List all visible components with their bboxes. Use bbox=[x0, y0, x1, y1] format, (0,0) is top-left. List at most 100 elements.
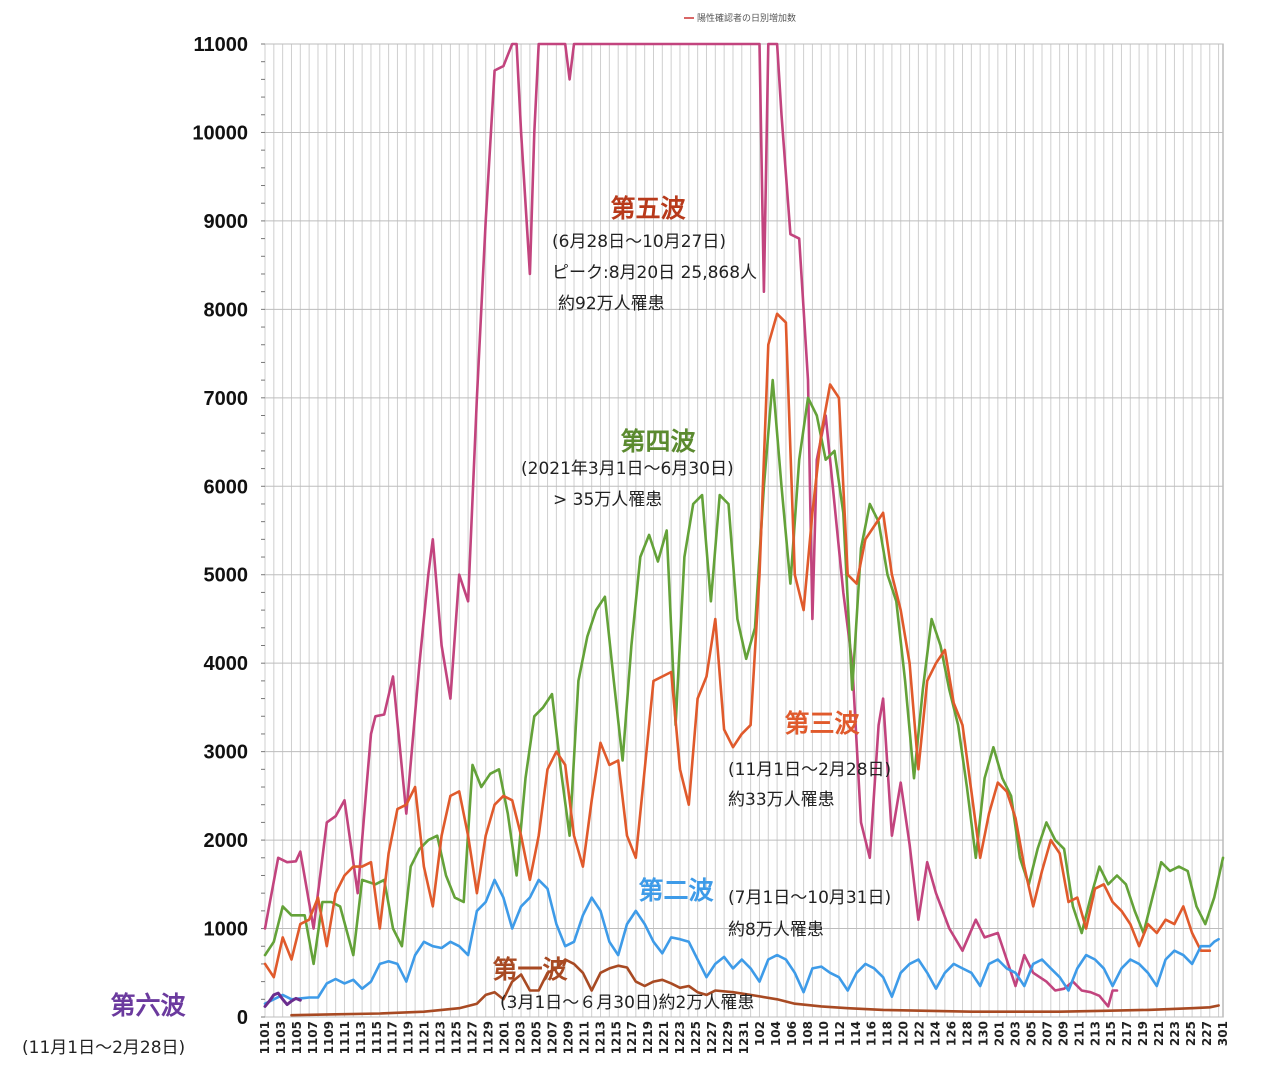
x-tick-label: 201 bbox=[992, 1021, 1006, 1046]
x-tick-label: 118 bbox=[881, 1021, 895, 1046]
wave-note: (2021年3月1日～6月30日) bbox=[521, 459, 734, 479]
x-tick: 1231 bbox=[737, 1021, 751, 1054]
x-tick-label: 1207 bbox=[545, 1021, 559, 1054]
x-tick: 217 bbox=[1120, 1021, 1134, 1046]
y-tick-label: 5000 bbox=[204, 565, 249, 587]
y-tick-label: 8000 bbox=[204, 299, 249, 321]
x-tick-label: 1109 bbox=[322, 1021, 336, 1054]
x-tick: 130 bbox=[977, 1021, 991, 1046]
wave-note: (11月1日～2月28日) bbox=[728, 760, 891, 780]
x-tick: 223 bbox=[1168, 1021, 1182, 1046]
legend-label: 陽性確認者の日別増加数 bbox=[697, 12, 796, 24]
y-tick-label: 10000 bbox=[192, 122, 248, 144]
x-tick-label: 1115 bbox=[370, 1021, 384, 1054]
x-tick: 1109 bbox=[322, 1021, 336, 1054]
wave-note: (6月28日～10月27日) bbox=[552, 232, 726, 252]
x-tick-label: 120 bbox=[897, 1021, 911, 1046]
x-tick: 1121 bbox=[418, 1021, 432, 1054]
x-tick-label: 1229 bbox=[721, 1021, 735, 1054]
x-tick: 118 bbox=[881, 1021, 895, 1046]
x-tick-label: 1129 bbox=[482, 1021, 496, 1054]
x-tick-label: 106 bbox=[785, 1021, 799, 1046]
x-tick-label: 1213 bbox=[593, 1021, 607, 1054]
x-tick: 1205 bbox=[529, 1021, 543, 1054]
x-tick-label: 1203 bbox=[513, 1021, 527, 1054]
x-tick: 1221 bbox=[657, 1021, 671, 1054]
wave-title: 第二波 bbox=[638, 876, 714, 905]
x-tick: 1213 bbox=[593, 1021, 607, 1054]
y-tick-label: 3000 bbox=[204, 742, 249, 764]
x-axis: 1101 1103 1105 1107 1109 1111 1113 1115 1117 1119… bbox=[258, 1021, 1230, 1054]
x-tick: 1115 bbox=[370, 1021, 384, 1054]
x-tick-label: 1105 bbox=[290, 1021, 304, 1054]
x-tick: 120 bbox=[897, 1021, 911, 1046]
x-tick-label: 116 bbox=[865, 1021, 879, 1046]
x-tick: 1225 bbox=[689, 1021, 703, 1054]
x-tick-label: 1211 bbox=[577, 1021, 591, 1054]
x-tick-label: 1215 bbox=[609, 1021, 623, 1054]
x-tick: 201 bbox=[992, 1021, 1006, 1046]
x-tick: 1105 bbox=[290, 1021, 304, 1054]
y-tick-label: 4000 bbox=[204, 653, 249, 675]
x-tick-label: 209 bbox=[1056, 1021, 1070, 1046]
x-tick-label: 1227 bbox=[705, 1021, 719, 1054]
wave-note: (3月1日～６月30日)約2万人罹患 bbox=[500, 993, 754, 1013]
x-tick-label: 215 bbox=[1104, 1021, 1118, 1046]
x-tick-label: 205 bbox=[1024, 1021, 1038, 1046]
x-tick-label: 130 bbox=[977, 1021, 991, 1046]
x-tick-label: 1127 bbox=[466, 1021, 480, 1054]
y-tick-label: 1000 bbox=[204, 919, 249, 941]
x-tick: 122 bbox=[913, 1021, 927, 1046]
y-tick-label: 11000 bbox=[193, 34, 248, 56]
x-tick-label: 108 bbox=[801, 1021, 815, 1046]
x-tick: 108 bbox=[801, 1021, 815, 1046]
wave-note: > 35万人罹患 bbox=[553, 490, 662, 510]
x-tick-label: 219 bbox=[1136, 1021, 1150, 1046]
x-tick-label: 223 bbox=[1168, 1021, 1182, 1046]
y-axis: 0 1000 2000 3000 4000 5000 6000 7000 8000 9000 100… bbox=[192, 34, 265, 1029]
x-tick: 207 bbox=[1040, 1021, 1054, 1046]
x-tick-label: 1101 bbox=[258, 1021, 272, 1054]
x-tick: 116 bbox=[865, 1021, 879, 1046]
x-tick-label: 225 bbox=[1184, 1021, 1198, 1046]
x-tick: 1229 bbox=[721, 1021, 735, 1054]
x-tick-label: 217 bbox=[1120, 1021, 1134, 1046]
wave-note: 約8万人罹患 bbox=[728, 920, 824, 940]
x-tick: 126 bbox=[945, 1021, 959, 1046]
wave-title: 第五波 bbox=[610, 194, 686, 223]
x-tick: 1219 bbox=[641, 1021, 655, 1054]
x-tick-label: 1119 bbox=[402, 1021, 416, 1054]
x-tick-label: 1221 bbox=[657, 1021, 671, 1054]
x-tick-label: 1205 bbox=[529, 1021, 543, 1054]
x-tick-label: 114 bbox=[849, 1021, 863, 1046]
x-tick-label: 1231 bbox=[737, 1021, 751, 1054]
x-tick-label: 211 bbox=[1072, 1021, 1086, 1046]
legend: 陽性確認者の日別増加数 bbox=[684, 12, 796, 24]
x-tick-label: 227 bbox=[1200, 1021, 1214, 1046]
x-tick-label: 1225 bbox=[689, 1021, 703, 1054]
x-tick-label: 110 bbox=[817, 1021, 831, 1046]
x-tick-label: 203 bbox=[1008, 1021, 1022, 1046]
x-tick: 112 bbox=[833, 1021, 847, 1046]
plot-area bbox=[263, 42, 1225, 1017]
x-tick: 301 bbox=[1216, 1021, 1230, 1046]
x-tick: 1129 bbox=[482, 1021, 496, 1054]
x-tick: 1117 bbox=[386, 1021, 400, 1054]
wave-note: 約33万人罹患 bbox=[728, 790, 835, 810]
x-tick: 106 bbox=[785, 1021, 799, 1046]
x-tick: 1123 bbox=[434, 1021, 448, 1054]
x-tick-label: 1111 bbox=[338, 1021, 352, 1054]
series-line-1 bbox=[263, 42, 1119, 1008]
x-tick: 215 bbox=[1104, 1021, 1118, 1046]
x-tick: 205 bbox=[1024, 1021, 1038, 1046]
x-tick-label: 126 bbox=[945, 1021, 959, 1046]
x-tick: 1209 bbox=[561, 1021, 575, 1054]
x-tick: 1107 bbox=[306, 1021, 320, 1054]
x-tick-label: 1103 bbox=[274, 1021, 288, 1054]
x-tick-label: 301 bbox=[1216, 1021, 1230, 1046]
y-tick-label: 0 bbox=[237, 1007, 248, 1029]
x-tick: 1101 bbox=[258, 1021, 272, 1054]
x-tick-label: 1201 bbox=[498, 1021, 512, 1054]
x-tick: 1201 bbox=[498, 1021, 512, 1054]
